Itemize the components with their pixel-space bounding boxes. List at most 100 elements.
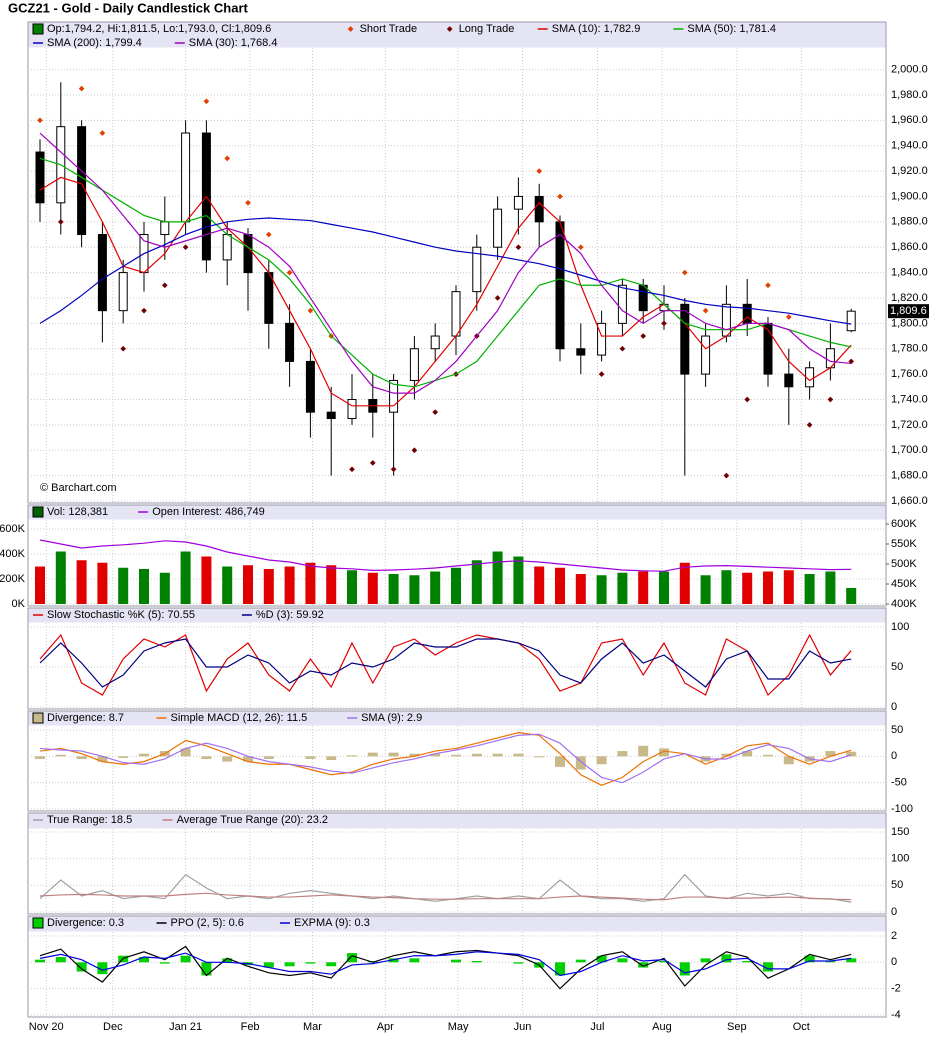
x-tick-label: Aug [652, 1021, 672, 1033]
sar-dot [99, 130, 106, 136]
legend-band [28, 608, 886, 623]
bar [700, 575, 711, 604]
series-line [39, 176, 852, 407]
legend-label: Vol: 128,381 [47, 506, 108, 518]
bar [139, 569, 149, 604]
candle-body [222, 234, 232, 261]
bar [534, 756, 545, 758]
candle-body [97, 234, 107, 312]
sar-dot [182, 244, 189, 251]
bar [284, 962, 295, 967]
x-tick-label: Jan 21 [169, 1021, 202, 1033]
bar [243, 565, 253, 604]
panel-frame [27, 812, 887, 915]
candle-body [451, 291, 461, 337]
series-line [39, 892, 852, 901]
sar-dot [286, 269, 293, 276]
bar [76, 962, 87, 972]
candle-body [389, 379, 399, 413]
legend-swatch [32, 506, 44, 518]
bar [326, 962, 337, 967]
bar [180, 748, 191, 757]
y-tick-label: 1,920.0 [891, 165, 928, 177]
y-tick-label: 0 [891, 701, 897, 713]
bar [97, 562, 108, 604]
series-line [39, 638, 852, 688]
y-tick-label: -2 [891, 983, 901, 995]
legend-label: SMA (9): 2.9 [361, 712, 422, 724]
y-tick-label: 1,800.0 [891, 317, 928, 329]
bar [492, 753, 503, 757]
series-line [39, 157, 852, 388]
sar-dot [161, 282, 168, 289]
legend-label: SMA (30): 1,768.4 [189, 37, 278, 49]
sar-dot [827, 396, 834, 403]
bar [201, 962, 212, 976]
sar-dot [307, 307, 314, 314]
bar [471, 560, 482, 604]
legend-label: Average True Range (20): 23.2 [177, 814, 328, 826]
bar [139, 753, 149, 757]
bar [76, 756, 87, 759]
bar [575, 756, 586, 770]
bar [513, 753, 524, 757]
x-tick-label: Oct [793, 1021, 810, 1033]
sar-dot [141, 307, 147, 314]
legend-label: Op:1,794.2, Hi:1,811.5, Lo:1,793.0, Cl:1… [47, 23, 271, 35]
legend-swatch [347, 26, 354, 32]
sar-dot [536, 168, 543, 174]
bar [638, 962, 649, 968]
bar [451, 959, 461, 963]
sar-dot [723, 472, 730, 479]
candle-body [846, 310, 856, 332]
sar-dot [681, 269, 688, 276]
bar [76, 560, 87, 604]
bar [742, 572, 753, 604]
bar [513, 556, 524, 604]
bar [388, 752, 399, 757]
bar [284, 566, 295, 604]
bar [180, 551, 191, 604]
x-tick-label: Feb [241, 1021, 260, 1033]
bar [763, 754, 773, 757]
bar [55, 551, 66, 604]
candle-body [534, 195, 544, 223]
y-tick-label: 200K [0, 573, 26, 585]
bar [804, 574, 815, 604]
series-line [39, 732, 852, 786]
series-line [39, 951, 852, 977]
legend-band [28, 711, 886, 726]
bar [617, 572, 628, 604]
bar [804, 955, 815, 963]
bar [97, 962, 108, 975]
bar [575, 959, 586, 963]
candle-body [784, 373, 794, 388]
panel-frame [27, 710, 887, 812]
legend-label: Short Trade [360, 23, 417, 35]
sar-dot [390, 466, 397, 473]
bar [180, 955, 191, 963]
chart-title: GCZ21 - Gold - Daily Candlestick Chart [8, 0, 248, 15]
bar [118, 567, 129, 604]
y2-tick-label: 600K [891, 518, 917, 530]
bar [742, 751, 753, 757]
bar [263, 756, 274, 759]
series-line [39, 733, 852, 784]
bar [617, 751, 628, 757]
legend-band [28, 813, 886, 829]
bar [659, 571, 669, 604]
last-price-label: 1,809.6 [890, 305, 927, 317]
y2-tick-label: 450K [891, 578, 917, 590]
candle-body [493, 208, 503, 248]
y-tick-label: 1,740.0 [891, 393, 928, 405]
candle-body [763, 322, 773, 375]
candle-body [742, 303, 752, 324]
bar [679, 562, 690, 604]
bar [55, 957, 66, 963]
bar [118, 756, 129, 758]
bar [97, 756, 108, 762]
bar [825, 960, 836, 963]
legend-label: Long Trade [459, 23, 515, 35]
sar-dot [369, 460, 376, 466]
